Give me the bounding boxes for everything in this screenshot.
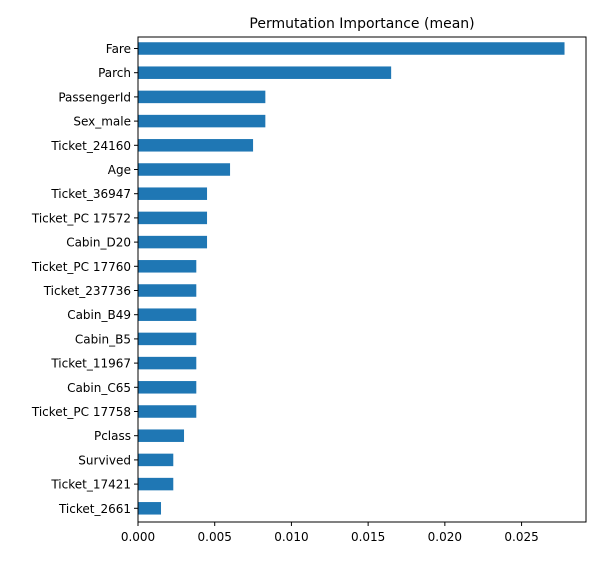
bar	[138, 66, 392, 79]
y-tick-label: Cabin_B5	[75, 332, 131, 346]
y-tick-label: Ticket_PC 17572	[31, 211, 131, 225]
bar	[138, 502, 162, 515]
bar	[138, 187, 208, 200]
bar	[138, 429, 185, 442]
bar	[138, 211, 208, 225]
y-tick-label: Age	[108, 163, 131, 177]
y-tick-label: Ticket_36947	[50, 187, 131, 201]
y-tick-label: Pclass	[94, 429, 131, 443]
y-tick-label: Ticket_24160	[50, 139, 131, 153]
x-tick-label: 0.020	[428, 530, 462, 544]
bar	[138, 139, 254, 152]
x-tick-label: 0.005	[198, 530, 232, 544]
y-tick-label: Sex_male	[73, 115, 131, 129]
y-axis: Fare Parch PassengerId Sex_male Ticket_24160…	[31, 42, 138, 516]
bar	[138, 235, 208, 249]
bar	[138, 381, 197, 394]
y-tick-label: PassengerId	[58, 90, 131, 104]
bar	[138, 284, 197, 297]
x-tick-label: 0.025	[504, 530, 538, 544]
y-tick-label: Ticket_11967	[50, 357, 131, 371]
y-tick-label: Ticket_PC 17760	[31, 260, 131, 274]
bar	[138, 453, 174, 467]
y-tick-label: Ticket_17421	[50, 478, 131, 492]
y-tick-label: Ticket_PC 17758	[31, 405, 131, 419]
bar	[138, 332, 197, 346]
bar	[138, 114, 266, 128]
y-tick-label: Ticket_2661	[58, 502, 131, 516]
bar	[138, 405, 197, 418]
bar	[138, 308, 197, 321]
bar	[138, 260, 197, 273]
x-tick-label: 0.015	[351, 530, 385, 544]
bar	[138, 356, 197, 370]
bar	[138, 163, 231, 176]
bars-group	[138, 42, 565, 515]
bar	[138, 90, 266, 104]
bar	[138, 42, 565, 55]
x-tick-label: 0.010	[274, 530, 308, 544]
chart-title: Permutation Importance (mean)	[249, 16, 474, 32]
y-tick-label: Survived	[78, 453, 131, 467]
y-tick-label: Cabin_D20	[66, 236, 131, 250]
plot-frame	[137, 36, 587, 523]
x-tick-label: 0.000	[121, 530, 155, 544]
bar	[138, 477, 174, 491]
y-tick-label: Fare	[106, 42, 131, 56]
x-axis: 0.000 0.005 0.010 0.015 0.020 0.025	[121, 522, 539, 544]
y-tick-label: Parch	[98, 66, 131, 80]
y-tick-label: Cabin_C65	[67, 381, 131, 395]
y-tick-label: Cabin_B49	[67, 308, 131, 322]
y-tick-label: Ticket_237736	[43, 284, 131, 298]
